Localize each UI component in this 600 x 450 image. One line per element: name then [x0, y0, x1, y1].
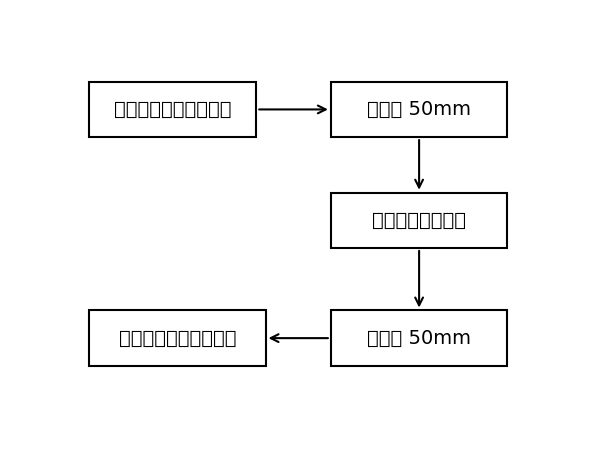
Text: 噴射砖 50mm: 噴射砖 50mm — [367, 328, 471, 348]
Text: 噴射砖 50mm: 噴射砖 50mm — [367, 100, 471, 119]
FancyBboxPatch shape — [89, 310, 266, 366]
FancyBboxPatch shape — [331, 193, 508, 248]
Text: 结束并进入下一工作面: 结束并进入下一工作面 — [119, 328, 236, 348]
FancyBboxPatch shape — [331, 82, 508, 137]
Text: 工作面开挖、修整边坡: 工作面开挖、修整边坡 — [114, 100, 232, 119]
FancyBboxPatch shape — [331, 310, 508, 366]
Text: 绑扎、安放钓筋网: 绑扎、安放钓筋网 — [372, 211, 466, 230]
FancyBboxPatch shape — [89, 82, 256, 137]
